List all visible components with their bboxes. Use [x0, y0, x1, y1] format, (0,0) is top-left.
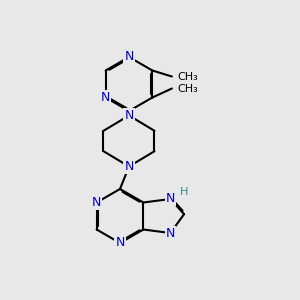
- Text: N: N: [124, 50, 134, 64]
- Text: N: N: [115, 236, 125, 250]
- Text: N: N: [124, 160, 134, 173]
- Text: CH₃: CH₃: [177, 71, 198, 82]
- Text: N: N: [166, 193, 175, 206]
- Text: N: N: [101, 91, 110, 104]
- Text: N: N: [92, 196, 101, 209]
- Text: N: N: [166, 226, 175, 239]
- Text: H: H: [180, 188, 188, 197]
- Text: N: N: [124, 109, 134, 122]
- Text: CH₃: CH₃: [177, 83, 198, 94]
